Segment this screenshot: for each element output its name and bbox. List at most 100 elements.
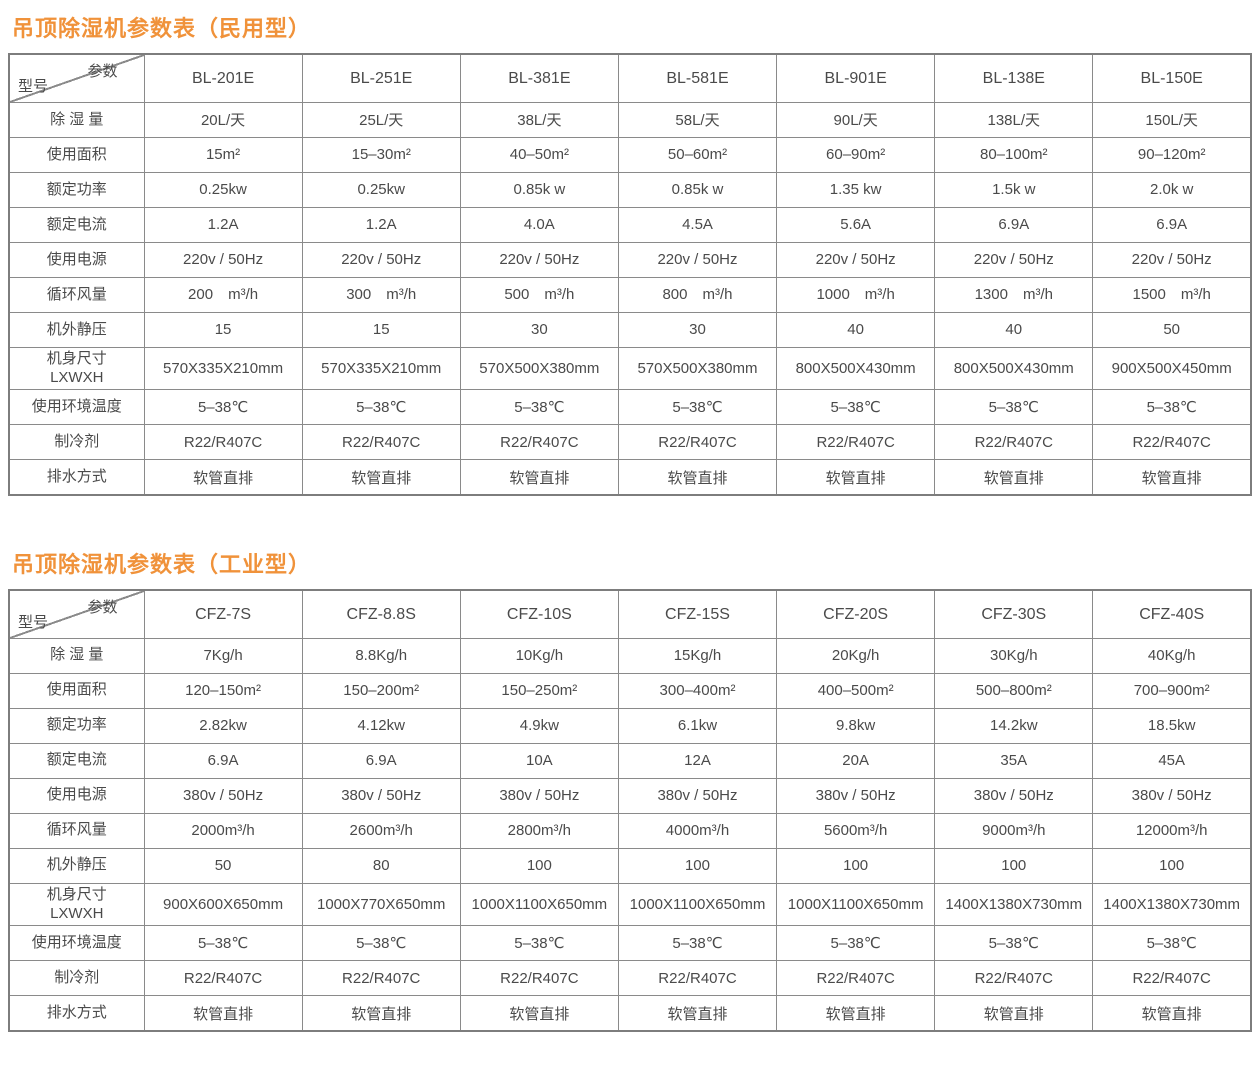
row-label: 使用环境温度 — [8, 925, 145, 962]
model-header-cell: BL-150E — [1092, 53, 1252, 103]
value-cell: 4.12kw — [301, 707, 461, 744]
value-cell: 5–38℃ — [934, 389, 1094, 426]
spec-row: 机身尺寸 LXWXH 570X335X210mm 570X335X210mm 570X… — [8, 346, 1252, 391]
value-cell: 570X335X210mm — [143, 346, 303, 391]
value-cell: 58L/天 — [617, 101, 778, 138]
model-header-row: 参数 型号 CFZ-7S CFZ-8.8S CFZ-10S CFZ-15S CFZ-20… — [8, 589, 1252, 639]
spec-row: 机身尺寸 LXWXH 900X600X650mm 1000X770X650mm 100… — [8, 882, 1252, 927]
value-cell: 0.85k w — [617, 171, 778, 208]
value-cell: 40–50m² — [459, 136, 619, 173]
value-cell: 138L/天 — [934, 101, 1094, 138]
value-cell: 软管直排 — [776, 995, 936, 1032]
model-header-cell: CFZ-40S — [1092, 589, 1252, 639]
value-cell: R22/R407C — [143, 960, 303, 997]
value-cell: 12A — [617, 742, 778, 779]
value-cell: 30 — [617, 311, 778, 348]
value-cell: 100 — [459, 847, 619, 884]
value-cell: 38L/天 — [459, 101, 619, 138]
model-header-cell: BL-381E — [459, 53, 619, 103]
spec-row: 使用电源 220v / 50Hz 220v / 50Hz 220v / 50Hz 220… — [8, 241, 1252, 278]
spec-row: 使用电源 380v / 50Hz 380v / 50Hz 380v / 50Hz 380… — [8, 777, 1252, 814]
value-cell: 2000m³/h — [143, 812, 303, 849]
value-cell: 5–38℃ — [459, 389, 619, 426]
value-cell: 220v / 50Hz — [459, 241, 619, 278]
value-cell: 软管直排 — [617, 459, 778, 496]
value-cell: 40 — [934, 311, 1094, 348]
model-header-cell: BL-581E — [617, 53, 778, 103]
value-cell: 380v / 50Hz — [1092, 777, 1252, 814]
row-label: 制冷剂 — [8, 424, 145, 461]
model-header-cell: BL-138E — [934, 53, 1094, 103]
value-cell: 5–38℃ — [1092, 925, 1252, 962]
value-cell: 300–400m² — [617, 672, 778, 709]
value-cell: 5–38℃ — [459, 925, 619, 962]
row-label: 除 湿 量 — [8, 101, 145, 138]
value-cell: 0.85k w — [459, 171, 619, 208]
value-cell: 10A — [459, 742, 619, 779]
value-cell: 5–38℃ — [617, 389, 778, 426]
model-header-cell: BL-201E — [143, 53, 303, 103]
row-label: 使用环境温度 — [8, 389, 145, 426]
value-cell: 500 m³/h — [459, 276, 619, 313]
value-cell: 9000m³/h — [934, 812, 1094, 849]
value-cell: 570X335X210mm — [301, 346, 461, 391]
value-cell: 800 m³/h — [617, 276, 778, 313]
corner-header-cell: 参数 型号 — [8, 53, 145, 103]
value-cell: 1000X1100X650mm — [617, 882, 778, 927]
value-cell: 100 — [776, 847, 936, 884]
value-cell: 20L/天 — [143, 101, 303, 138]
value-cell: 1.2A — [301, 206, 461, 243]
value-cell: 软管直排 — [301, 995, 461, 1032]
model-header-cell: CFZ-15S — [617, 589, 778, 639]
value-cell: 2600m³/h — [301, 812, 461, 849]
civil-table-body: 除 湿 量 20L/天 25L/天 38L/天 58L/天 90L/天 138L/天 150L… — [8, 101, 1252, 496]
value-cell: R22/R407C — [776, 960, 936, 997]
value-cell: 380v / 50Hz — [617, 777, 778, 814]
value-cell: R22/R407C — [1092, 424, 1252, 461]
corner-label-parameter: 参数 — [87, 63, 118, 81]
spec-row: 使用面积 15m² 15–30m² 40–50m² 50–60m² 60–90m² 80–1… — [8, 136, 1252, 173]
value-cell: 12000m³/h — [1092, 812, 1252, 849]
row-label: 使用电源 — [8, 241, 145, 278]
value-cell: 900X600X650mm — [143, 882, 303, 927]
value-cell: 软管直排 — [617, 995, 778, 1032]
value-cell: 35A — [934, 742, 1094, 779]
value-cell: R22/R407C — [776, 424, 936, 461]
value-cell: 400–500m² — [776, 672, 936, 709]
civil-spec-table: 参数 型号 BL-201E BL-251E BL-381E BL-581E BL-901… — [8, 53, 1252, 496]
value-cell: 100 — [934, 847, 1094, 884]
spec-row: 排水方式 软管直排 软管直排 软管直排 软管直排 软管直排 软管直排 软管直排 — [8, 459, 1252, 496]
value-cell: 5.6A — [776, 206, 936, 243]
value-cell: 软管直排 — [934, 995, 1094, 1032]
value-cell: 2.0k w — [1092, 171, 1252, 208]
row-label: 额定电流 — [8, 742, 145, 779]
value-cell: 15 — [301, 311, 461, 348]
value-cell: 4000m³/h — [617, 812, 778, 849]
value-cell: 软管直排 — [459, 995, 619, 1032]
value-cell: 380v / 50Hz — [143, 777, 303, 814]
row-label: 机身尺寸 LXWXH — [8, 346, 145, 391]
value-cell: 25L/天 — [301, 101, 461, 138]
value-cell: 570X500X380mm — [459, 346, 619, 391]
value-cell: 5600m³/h — [776, 812, 936, 849]
value-cell: 50–60m² — [617, 136, 778, 173]
model-header-cell: CFZ-8.8S — [301, 589, 461, 639]
value-cell: 500–800m² — [934, 672, 1094, 709]
civil-spec-section: 吊顶除湿机参数表（民用型） 参数 型号 BL-201E BL-251E BL-381… — [8, 16, 1252, 496]
row-label: 排水方式 — [8, 995, 145, 1032]
value-cell: 20A — [776, 742, 936, 779]
value-cell: 30 — [459, 311, 619, 348]
value-cell: 5–38℃ — [617, 925, 778, 962]
value-cell: R22/R407C — [934, 960, 1094, 997]
corner-label-model: 型号 — [18, 77, 49, 95]
value-cell: 5–38℃ — [143, 925, 303, 962]
value-cell: 6.9A — [1092, 206, 1252, 243]
model-header-cell: CFZ-10S — [459, 589, 619, 639]
value-cell: 1500 m³/h — [1092, 276, 1252, 313]
row-label: 机外静压 — [8, 311, 145, 348]
value-cell: 5–38℃ — [934, 925, 1094, 962]
value-cell: 软管直排 — [143, 995, 303, 1032]
value-cell: 90L/天 — [776, 101, 936, 138]
value-cell: 50 — [1092, 311, 1252, 348]
value-cell: 1000X770X650mm — [301, 882, 461, 927]
